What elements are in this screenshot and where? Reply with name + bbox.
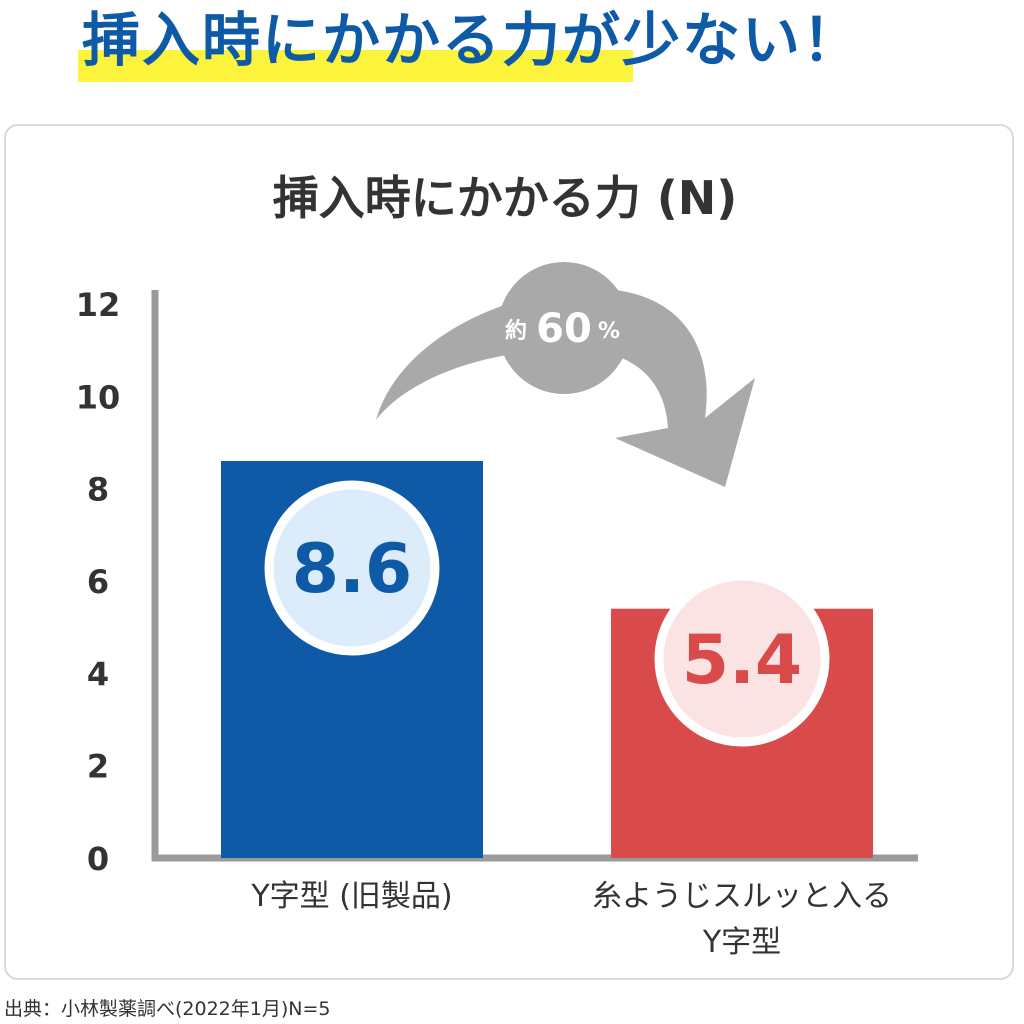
value-label-circle [654, 571, 830, 747]
y-tick-label: 12 [76, 286, 121, 324]
y-tick-label: 10 [76, 378, 121, 416]
x-category-label: Y字型 [702, 925, 781, 960]
reduction-arrow [376, 289, 755, 487]
reduction-badge [498, 262, 630, 394]
reduction-value: 60 [536, 306, 592, 352]
y-tick-label: 0 [87, 840, 109, 878]
reduction-prefix: 約 [505, 318, 527, 344]
data-label: 5.4 [682, 621, 802, 700]
headline: 挿入時にかかる力が少ない！ [82, 6, 863, 74]
reduction-unit: % [598, 319, 620, 344]
y-tick-label: 2 [87, 748, 109, 786]
headline-highlight [78, 50, 633, 82]
x-category-label: Y字型 (旧製品) [250, 879, 452, 914]
y-tick-label: 6 [87, 563, 109, 601]
value-label-circle [264, 480, 440, 656]
chart-title: 挿入時にかかる力 (N) [272, 171, 738, 225]
y-tick-label: 8 [87, 471, 109, 509]
footnote: 出典：小林製薬調べ(2022年1月)N=5 [4, 998, 331, 1020]
headline-block: 挿入時にかかる力が少ない！ [0, 0, 1024, 110]
y-tick-label: 4 [87, 655, 109, 693]
data-label: 8.6 [292, 530, 412, 609]
x-category-label: 糸ようじスルッと入る [592, 879, 892, 914]
